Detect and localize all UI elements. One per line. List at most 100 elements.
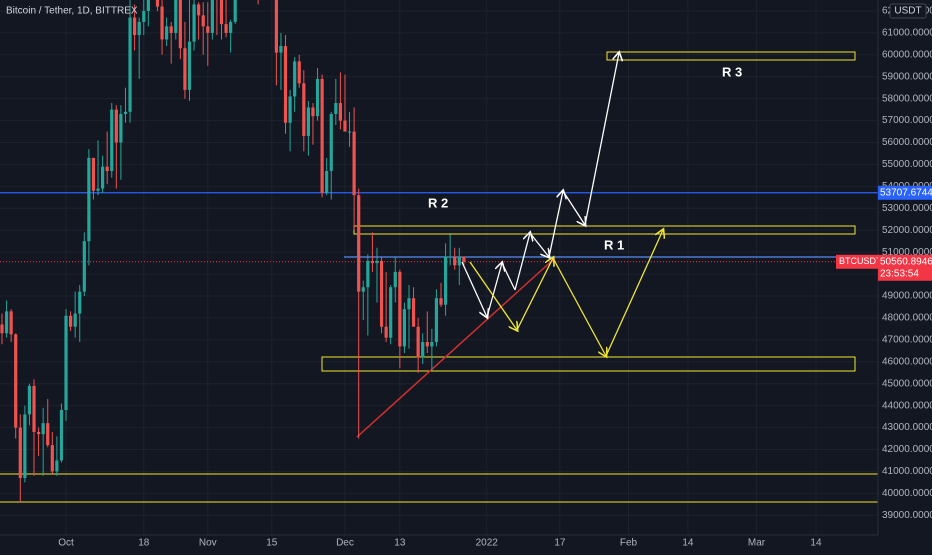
candle-body [210,0,214,33]
candle-body [101,166,105,189]
projection-arrow [514,233,530,291]
level-badge [878,185,932,200]
projection-arrow [548,191,563,258]
x-tick-label: 14 [810,538,822,549]
candle-body [425,342,429,347]
x-tick-label: Oct [58,538,74,549]
candle-body [119,114,123,143]
trend-line [356,257,556,438]
candle-body [128,17,132,112]
candle-body [366,260,370,288]
projection-arrow [461,261,487,317]
candle-body [434,298,439,343]
candle-body [187,41,192,90]
candle-body [4,311,9,334]
candle-body [343,120,347,132]
candle-body [421,342,425,358]
projection-arrow [486,263,502,318]
symbol-label: BTCUSDT [839,256,882,266]
projection-arrow [562,190,585,225]
candle-body [430,342,434,347]
candle-body [82,241,86,292]
y-tick-label: 53000.00000 [882,203,932,214]
candle-body [274,0,278,53]
candle-body [197,4,201,16]
candle-body [23,414,27,478]
candle-body [439,298,443,305]
x-tick-label: Feb [620,538,638,549]
candle-body [283,46,288,123]
y-tick-label: 49000.00000 [882,291,932,302]
candle-body [370,260,375,264]
support-zone [321,356,856,372]
drawings [0,51,878,503]
symbol-badge [836,254,878,269]
candle-body [9,311,13,335]
candle-body [352,131,356,196]
candle-body [178,0,182,49]
y-tick-label: 46000.00000 [882,356,932,367]
candle-body [297,61,301,84]
resistance-zone [606,51,856,61]
candle-body [146,0,150,11]
y-tick-label: 55000.00000 [882,159,932,170]
y-tick-label: 48000.00000 [882,313,932,324]
candle-body [174,0,178,33]
countdown-label: 23:53:54 [880,268,919,279]
projection-arrow [605,230,663,357]
candle-body [334,103,338,115]
y-tick-label: 56000.00000 [882,137,932,148]
candle-body [27,385,32,415]
y-tick-label: 51000.00000 [882,247,932,258]
projection-arrow [552,257,606,356]
grid [0,0,878,535]
y-tick-label: 39000.00000 [882,510,932,521]
candle-body [219,0,224,25]
candle-body [443,256,448,305]
candle-body [453,256,457,266]
projection-arrow [529,232,549,257]
projection-arrow [469,261,517,330]
candle-body [36,431,41,435]
candle-body [165,26,169,40]
candle-body [302,83,306,136]
candle-body [361,287,365,292]
y-tick-label: 45000.00000 [882,378,932,389]
candle-body [183,48,187,90]
candle-body [398,271,402,347]
candle-body [379,260,384,327]
y-tick-label: 40000.00000 [882,488,932,499]
x-tick-label: 15 [266,538,278,549]
candle-body [32,385,36,432]
projections [461,53,663,357]
annotation: R 3 [722,64,742,79]
candle-body [46,423,50,446]
x-tick-label: 18 [138,538,150,549]
projection-arrow [501,262,516,291]
x-tick-label: 14 [682,538,694,549]
x-tick-label: 17 [554,538,566,549]
candle-body [142,10,146,22]
candle-body [279,46,283,53]
y-tick-label: 41000.00000 [882,466,932,477]
candle-body [416,326,420,358]
candle-body [384,326,388,338]
candle-body [315,78,320,117]
candle-body [288,96,292,123]
y-tick-label: 43000.00000 [882,422,932,433]
currency-badge [889,3,927,19]
candle-body [18,427,22,478]
candle-body [68,315,73,327]
candle-body [192,4,196,42]
y-tick-label: 52000.00000 [882,225,932,236]
candle-body [448,256,452,258]
y-tick-label: 61000.00000 [882,28,932,39]
level-label: 53707.67446 [880,187,932,198]
candle-body [14,334,18,428]
candle-body [329,114,333,172]
y-tick-label: 60000.00000 [882,49,932,60]
candle-body [133,17,137,36]
candle-body [73,313,77,327]
currency-label: USDT [894,6,921,17]
